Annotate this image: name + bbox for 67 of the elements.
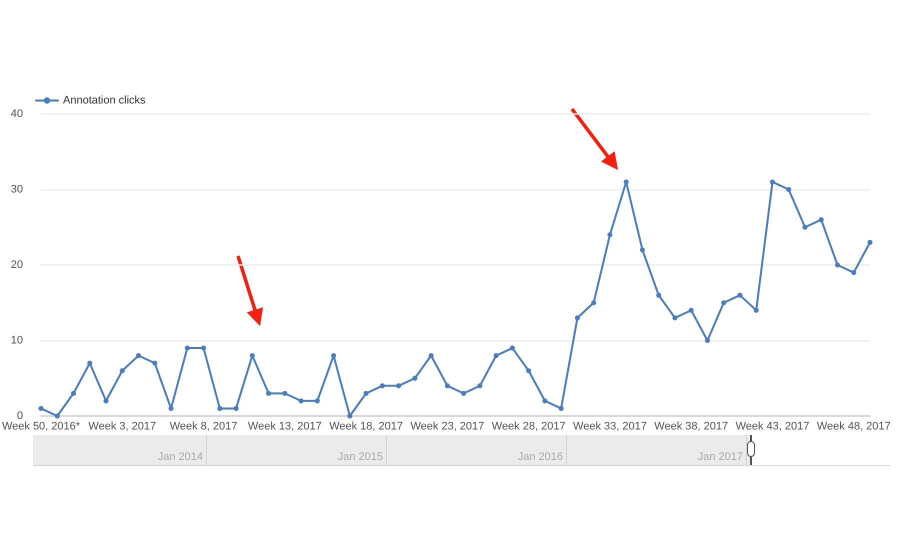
point: [201, 346, 206, 351]
point: [494, 353, 499, 358]
x-tick-label: Week 43, 2017: [736, 420, 810, 432]
point: [591, 300, 596, 306]
point: [104, 398, 109, 404]
point: [510, 346, 515, 351]
point: [721, 300, 726, 306]
point: [574, 315, 580, 320]
point: [412, 376, 418, 381]
y-tick-label: 40: [10, 108, 23, 120]
range-slider: Jan 2014 Jan 2015 Jan 2016 Jan 2017: [33, 435, 890, 466]
x-tick-label: Week 13, 2017: [248, 420, 322, 432]
point: [704, 338, 710, 343]
point: [851, 270, 856, 276]
point: [624, 179, 629, 184]
point: [834, 262, 840, 268]
point: [688, 308, 694, 313]
point: [38, 406, 44, 411]
point: [234, 406, 239, 411]
point: [152, 360, 158, 366]
y-tick-label: 10: [10, 334, 23, 346]
point: [802, 224, 808, 230]
point: [120, 368, 125, 374]
legend-label: Annotation clicks: [63, 94, 146, 106]
point: [542, 398, 548, 404]
x-tick-label: Week 48, 2017: [816, 420, 891, 432]
point: [640, 247, 645, 252]
point: [868, 240, 872, 245]
point: [672, 315, 678, 320]
y-tick-label: 0: [16, 410, 23, 422]
point: [184, 346, 190, 351]
point: [298, 398, 304, 404]
point: [444, 383, 450, 388]
point: [737, 292, 742, 298]
x-tick-label: Week 33, 2017: [573, 420, 647, 432]
point: [818, 217, 824, 222]
point: [217, 406, 222, 411]
point: [754, 308, 759, 313]
point: [428, 353, 434, 358]
point: [477, 383, 482, 388]
point: [364, 390, 369, 396]
point: [347, 414, 352, 418]
x-tick-label: Week 38, 2017: [654, 420, 728, 432]
point: [770, 179, 775, 184]
point: [71, 390, 76, 396]
point: [87, 360, 92, 366]
y-tick-label: 20: [10, 259, 23, 271]
x-tick-label: Week 18, 2017: [329, 420, 403, 432]
x-tick-label: Week 28, 2017: [492, 420, 566, 432]
point: [266, 390, 272, 396]
y-tick-label: 30: [10, 184, 23, 196]
point: [656, 292, 662, 298]
point: [282, 390, 288, 396]
point: [396, 383, 402, 388]
point: [380, 383, 385, 388]
point: [558, 406, 564, 411]
point: [786, 187, 792, 192]
point: [607, 232, 612, 238]
x-tick-label: Week 3, 2017: [88, 420, 156, 432]
x-tick-label: Week 23, 2017: [410, 420, 484, 432]
point: [136, 353, 142, 358]
x-tick-label: Week 8, 2017: [170, 420, 238, 432]
x-tick-label: Week 50, 2016*: [2, 420, 81, 432]
point: [526, 368, 532, 374]
point: [461, 390, 466, 396]
point: [54, 414, 60, 418]
point: [314, 398, 320, 404]
